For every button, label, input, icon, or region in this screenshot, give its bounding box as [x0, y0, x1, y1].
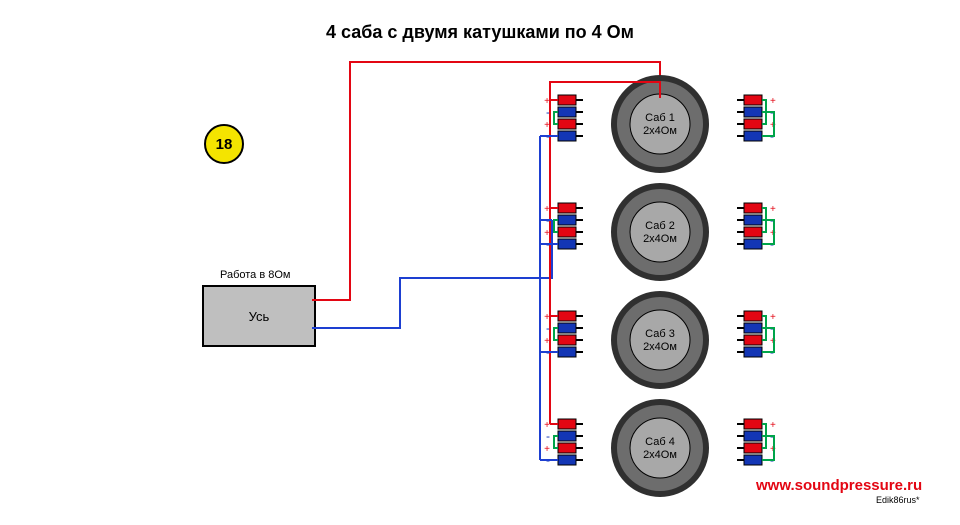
svg-text:+: +	[770, 444, 776, 455]
svg-text:-: -	[546, 237, 550, 251]
svg-text:-: -	[546, 321, 550, 335]
svg-text:+: +	[544, 420, 550, 431]
svg-text:-: -	[770, 345, 774, 359]
badge-number: 18	[216, 136, 233, 153]
diagram-canvas: 4 саба с двумя катушками по 4 Ом 18 Рабо…	[0, 0, 960, 525]
svg-text:+: +	[544, 120, 550, 131]
diagram-index-badge: 18	[204, 124, 244, 164]
amplifier-box: Усь	[202, 285, 316, 347]
sub-label-2: Саб 22х4Ом	[630, 220, 690, 245]
svg-text:+: +	[770, 204, 776, 215]
svg-text:-: -	[770, 321, 774, 335]
svg-text:-: -	[770, 429, 774, 443]
amplifier-caption: Работа в 8Ом	[220, 269, 291, 281]
svg-text:-: -	[546, 429, 550, 443]
svg-text:+: +	[770, 228, 776, 239]
svg-text:+: +	[770, 312, 776, 323]
svg-text:-: -	[770, 237, 774, 251]
svg-text:-: -	[770, 129, 774, 143]
svg-text:-: -	[770, 453, 774, 467]
svg-text:+: +	[544, 204, 550, 215]
svg-text:+: +	[544, 444, 550, 455]
svg-text:-: -	[546, 105, 550, 119]
svg-text:+: +	[544, 228, 550, 239]
sub-label-1: Саб 12х4Ом	[630, 112, 690, 137]
diagram-title: 4 саба с двумя катушками по 4 Ом	[0, 22, 960, 43]
svg-text:-: -	[546, 345, 550, 359]
wiring-layer: +-+-+-+-+-+-+-+-+-+-+-+-+-+-+-+-	[0, 0, 960, 525]
svg-text:+: +	[770, 420, 776, 431]
footer-credit: Edik86rus*	[876, 495, 920, 505]
svg-text:+: +	[770, 336, 776, 347]
amplifier-label: Усь	[249, 309, 270, 324]
sub-label-3: Саб 32х4Ом	[630, 328, 690, 353]
svg-text:+: +	[770, 120, 776, 131]
svg-text:+: +	[544, 96, 550, 107]
sub-label-4: Саб 42х4Ом	[630, 436, 690, 461]
svg-text:-: -	[770, 105, 774, 119]
svg-text:-: -	[546, 129, 550, 143]
footer-url: www.soundpressure.ru	[756, 477, 922, 494]
svg-text:+: +	[544, 312, 550, 323]
svg-text:-: -	[546, 213, 550, 227]
svg-text:-: -	[770, 213, 774, 227]
svg-text:+: +	[770, 96, 776, 107]
svg-text:-: -	[546, 453, 550, 467]
svg-text:+: +	[544, 336, 550, 347]
